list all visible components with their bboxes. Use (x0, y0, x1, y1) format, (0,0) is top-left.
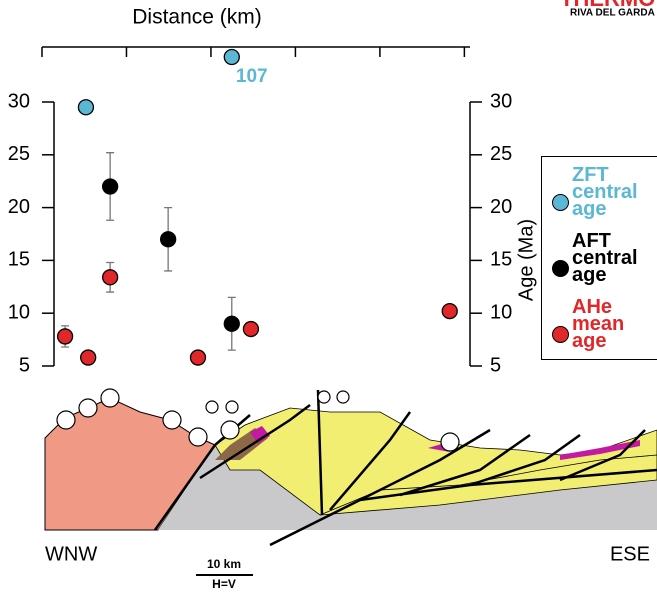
x-axis-title: Distance (km) (132, 6, 262, 29)
y2-tick-label: 5 (490, 354, 501, 376)
data-point (101, 178, 119, 195)
y2-tick-label: 10 (490, 301, 512, 323)
data-point (223, 315, 240, 332)
data-point (101, 269, 119, 286)
data-point (56, 328, 74, 345)
y-tick-label: 25 (8, 143, 30, 165)
data-point (77, 99, 95, 116)
data-point (189, 349, 207, 366)
legend-marker (552, 194, 569, 211)
scale-note: H=V (212, 577, 236, 591)
logo-subtitle: RIVA DEL GARDA (570, 8, 655, 19)
direction-label: ESE (610, 543, 650, 565)
legend-marker (552, 260, 569, 277)
data-point (159, 231, 177, 248)
cross-section (44, 388, 657, 576)
y2-tick-label: 30 (490, 90, 512, 112)
legend: ZFT central age AFT central age AHe mean a… (541, 156, 657, 360)
legend-label: ZFT central age (572, 164, 638, 220)
legend-label: AFT central age (572, 230, 638, 286)
scale-label: 10 km (207, 557, 241, 571)
y-tick-label: 5 (19, 354, 30, 376)
y2-axis-title: Age (Ma) (515, 219, 537, 301)
data-label: 107 (236, 66, 268, 87)
data-point (242, 320, 260, 338)
data-point (441, 302, 458, 320)
y-tick-label: 15 (8, 249, 30, 271)
y2-tick-label: 15 (490, 249, 512, 271)
legend-marker (552, 326, 569, 343)
y2-tick-label: 25 (490, 143, 512, 165)
y-tick-label: 10 (8, 301, 30, 323)
direction-label: WNW (45, 543, 97, 565)
data-point (223, 48, 240, 66)
data-point (80, 349, 97, 366)
y-tick-label: 30 (8, 90, 30, 112)
y-tick-label: 20 (8, 196, 30, 218)
legend-label: AHe mean age (572, 296, 625, 352)
logo: THERMO 2018 (560, 0, 657, 11)
y2-tick-label: 20 (490, 196, 512, 218)
